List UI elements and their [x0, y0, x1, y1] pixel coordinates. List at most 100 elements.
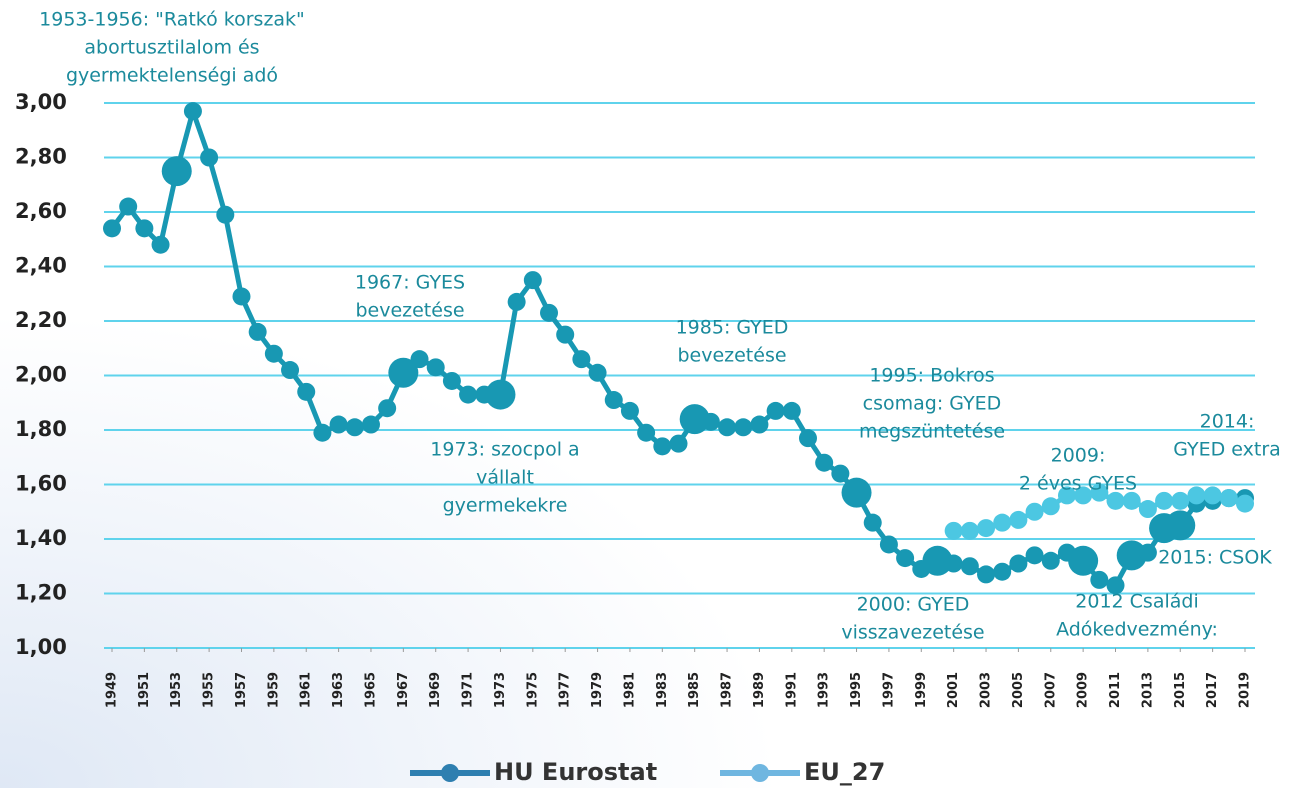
y-tick-label: 1,20 [15, 581, 67, 605]
x-tick-label: 1955 [202, 672, 217, 708]
x-tick-label: 2011 [1108, 672, 1123, 708]
data-point [556, 326, 574, 344]
data-point [961, 522, 979, 540]
annotation: 2 éves GYES [1019, 473, 1137, 495]
chart: 1,001,201,401,601,802,002,202,402,602,80… [0, 0, 1297, 788]
data-point [135, 219, 153, 237]
x-tick-label: 1971 [461, 672, 476, 708]
data-point [459, 386, 477, 404]
data-point [961, 557, 979, 575]
data-point [119, 198, 137, 216]
data-point [670, 435, 688, 453]
legend-label: HU Eurostat [494, 758, 657, 786]
data-point [1090, 571, 1108, 589]
annotation: 2012 Családi [1075, 591, 1198, 613]
annotation: 2009: [1051, 445, 1106, 467]
data-point [1187, 486, 1205, 504]
y-tick-label: 2,40 [15, 254, 67, 278]
data-point [265, 345, 283, 363]
data-point [427, 358, 445, 376]
annotation: gyermekekre [443, 495, 568, 517]
y-tick-label: 2,00 [15, 363, 67, 387]
x-tick-label: 2019 [1238, 672, 1253, 708]
x-tick-label: 1991 [784, 672, 799, 708]
x-tick-label: 1949 [105, 672, 120, 708]
data-point [815, 454, 833, 472]
x-tick-label: 1981 [622, 672, 637, 708]
annotation: 2000: GYED [857, 594, 970, 616]
data-point [1068, 546, 1098, 576]
x-tick-label: 1951 [137, 672, 152, 708]
data-point [1204, 486, 1222, 504]
x-tick-label: 1961 [299, 672, 314, 708]
data-point [281, 361, 299, 379]
y-tick-label: 3,00 [15, 90, 67, 114]
data-point [1107, 492, 1125, 510]
data-point [1165, 510, 1195, 540]
data-point [1220, 489, 1238, 507]
data-point [621, 402, 639, 420]
data-point [330, 416, 348, 434]
legend-marker [751, 764, 769, 782]
x-tick-label: 1995 [849, 672, 864, 708]
annotation: gyermektelenségi adó [66, 65, 278, 87]
annotation: 1967: GYES [355, 272, 465, 294]
x-tick-label: 1957 [234, 672, 249, 708]
x-tick-label: 1977 [558, 672, 573, 708]
data-point [993, 514, 1011, 532]
data-point [993, 563, 1011, 581]
x-tick-label: 1953 [169, 672, 184, 708]
annotation: vállalt [476, 467, 534, 489]
x-tick-label: 2003 [979, 672, 994, 708]
x-tick-label: 2013 [1140, 672, 1155, 708]
legend-marker [441, 764, 459, 782]
data-point [162, 156, 192, 186]
data-point [346, 418, 364, 436]
x-tick-label: 1985 [687, 672, 702, 708]
data-point [880, 535, 898, 553]
data-point [977, 519, 995, 537]
x-tick-label: 2007 [1043, 672, 1058, 708]
annotation: GYED extra [1173, 439, 1281, 461]
annotation: 1985: GYED [676, 317, 789, 339]
legend-label: EU_27 [804, 758, 885, 786]
x-tick-label: 1987 [720, 672, 735, 708]
data-point [589, 364, 607, 382]
x-tick-label: 1999 [914, 672, 929, 708]
data-point [945, 555, 963, 573]
data-point [524, 271, 542, 289]
x-tick-label: 1979 [590, 672, 605, 708]
data-point [1123, 492, 1141, 510]
annotation: visszavezetése [841, 622, 984, 644]
x-tick-label: 2009 [1076, 672, 1091, 708]
data-point [864, 514, 882, 532]
data-point [831, 465, 849, 483]
data-point [443, 372, 461, 390]
data-point [232, 287, 250, 305]
data-point [605, 391, 623, 409]
annotation: Adókedvezmény: [1056, 619, 1218, 641]
annotation: abortusztilalom és [84, 37, 259, 59]
x-tick-label: 1963 [331, 672, 346, 708]
data-point [184, 102, 202, 120]
annotation: bevezetése [355, 300, 464, 322]
data-point [783, 402, 801, 420]
data-point [1042, 552, 1060, 570]
annotation: bevezetése [677, 345, 786, 367]
annotation: 1973: szocpol a [430, 439, 579, 461]
x-tick-label: 1989 [752, 672, 767, 708]
data-point [1139, 500, 1157, 518]
data-point [1026, 546, 1044, 564]
data-point [799, 429, 817, 447]
data-point [1009, 511, 1027, 529]
data-point [378, 399, 396, 417]
x-tick-label: 1967 [396, 672, 411, 708]
x-tick-label: 1969 [428, 672, 443, 708]
data-point [702, 413, 720, 431]
y-tick-label: 2,20 [15, 308, 67, 332]
y-tick-label: 1,40 [15, 526, 67, 550]
data-point [362, 416, 380, 434]
data-point [637, 424, 655, 442]
annotation: megszüntetése [859, 421, 1005, 443]
data-point [103, 219, 121, 237]
